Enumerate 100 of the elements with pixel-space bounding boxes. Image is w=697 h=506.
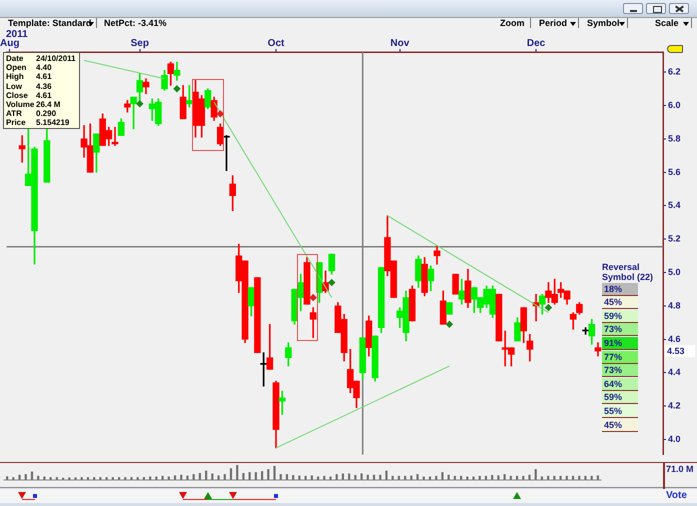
- y-tick-label: 5.2: [668, 234, 681, 244]
- y-tick-label: 4.4: [668, 367, 681, 378]
- point: [216, 110, 224, 118]
- bar: [379, 474, 382, 480]
- text: 71.0 M: [666, 464, 694, 474]
- x-tick-label: Aug: [0, 38, 20, 49]
- data-label: 59%: [602, 391, 638, 404]
- bar: [93, 477, 96, 480]
- bar: [578, 476, 580, 480]
- bar: [192, 474, 195, 480]
- annotation: High: [6, 72, 24, 82]
- bar: [124, 477, 126, 480]
- data-label: 45%: [602, 296, 638, 310]
- bar: [478, 476, 481, 480]
- bar: [566, 476, 568, 480]
- bar: [80, 477, 83, 480]
- x-tick-label: Sep: [130, 38, 149, 49]
- bar: [267, 469, 270, 480]
- y-tick-label: 5.6: [668, 166, 681, 177]
- text: 2011: [6, 29, 28, 40]
- annotation: Price: [6, 118, 26, 128]
- annotation: Volume: [6, 100, 34, 109]
- text: Zoom: [500, 18, 524, 28]
- bar: [248, 472, 251, 480]
- annotation: 5.154219: [36, 118, 70, 128]
- bar: [448, 474, 450, 480]
- bar: [534, 469, 537, 480]
- bar: [180, 474, 182, 480]
- bar: [422, 476, 425, 480]
- annotation: 26.4 M: [36, 100, 60, 110]
- point: [310, 294, 317, 302]
- bar: [224, 474, 226, 480]
- text: 4.53: [665, 345, 695, 358]
- bar: [504, 474, 506, 480]
- annotation: Low: [6, 82, 22, 91]
- bar: [261, 471, 264, 480]
- bar: [37, 476, 40, 480]
- annotation: Close: [6, 90, 28, 100]
- text: Period: [539, 18, 568, 28]
- data-label: 77%: [602, 350, 638, 364]
- y-tick-label: 6.2: [668, 66, 681, 77]
- bar: [12, 477, 14, 480]
- point: [446, 320, 453, 328]
- text: Scale: [655, 18, 679, 28]
- bar: [211, 474, 214, 480]
- bar: [286, 474, 288, 480]
- bar: [522, 476, 524, 480]
- bar: [168, 476, 170, 480]
- annotation: ATR: [6, 109, 22, 118]
- data-label: 73%: [602, 323, 638, 336]
- bar: [491, 475, 494, 480]
- bar: [68, 477, 70, 480]
- bar: [273, 466, 276, 480]
- candlestick: [112, 126, 118, 146]
- bar: [292, 475, 294, 480]
- text: Vote: [666, 490, 687, 501]
- bar: [466, 476, 468, 480]
- bar: [385, 470, 388, 480]
- bar: [254, 472, 257, 480]
- bar: [24, 474, 27, 480]
- bar: [392, 476, 394, 480]
- bar: [416, 474, 419, 480]
- bar: [435, 476, 438, 480]
- bar: [590, 476, 593, 480]
- data-label: 59%: [602, 310, 638, 323]
- data-label: 73%: [602, 364, 638, 378]
- text: NetPct: -3.41%: [104, 18, 167, 29]
- text: Template: Standard: [8, 18, 92, 28]
- point: [173, 85, 180, 92]
- bar: [336, 474, 338, 480]
- annotation: 4.61: [36, 90, 52, 100]
- y-tick-label: 4.0: [668, 434, 681, 444]
- annotation: 0.290: [36, 109, 56, 118]
- y-tick-label: 6.0: [668, 100, 681, 110]
- data-label: 55%: [602, 404, 638, 418]
- annotation: 24/10/2011: [36, 54, 76, 64]
- point: [136, 100, 144, 108]
- bar: [410, 476, 412, 480]
- bar: [372, 474, 376, 480]
- bar: [205, 470, 208, 480]
- bar: [6, 476, 8, 480]
- y-tick-label: 5.8: [668, 133, 681, 144]
- annotation: 4.40: [36, 63, 52, 72]
- data-label: 64%: [602, 378, 638, 391]
- x-tick-label: Dec: [526, 38, 546, 49]
- annotation: 4.61: [36, 72, 52, 82]
- bar: [510, 476, 512, 480]
- text: Reversal Symbol (22): [602, 262, 654, 282]
- annotation: Date: [6, 54, 24, 63]
- bar: [441, 472, 444, 480]
- bar: [528, 474, 531, 480]
- text: Symbol: [587, 18, 620, 28]
- data-label: 91%: [602, 336, 638, 350]
- x-tick-label: Nov: [390, 38, 410, 49]
- bar: [18, 474, 21, 480]
- bar: [323, 476, 326, 480]
- bar: [136, 477, 139, 480]
- bar: [112, 477, 114, 480]
- point: [544, 304, 552, 312]
- y-tick-label: 4.8: [668, 300, 681, 310]
